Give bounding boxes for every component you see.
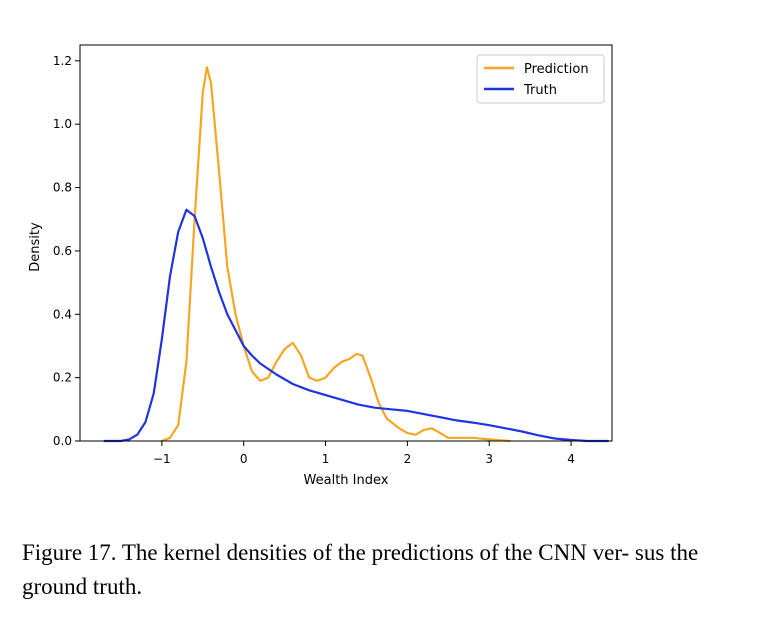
figure-caption: Figure 17. The kernel densities of the p… — [22, 540, 699, 599]
y-tick-label: 0.2 — [53, 371, 72, 385]
x-tick-label: 4 — [567, 452, 575, 466]
y-tick-label: 0.4 — [53, 307, 72, 321]
kde-chart: −1 0 1 2 3 4 0.0 0.2 0.4 0.6 0.8 1.0 1.2 Wealth Ind… — [28, 44, 613, 488]
x-axis: −1 0 1 2 3 4 — [153, 441, 575, 466]
x-axis-label: Wealth Index — [304, 473, 389, 488]
series-line-prediction — [160, 66, 511, 443]
y-tick-label: 0.8 — [53, 181, 72, 195]
x-tick-label: 1 — [322, 452, 330, 466]
axes-frame — [79, 44, 613, 442]
x-tick-label: −1 — [153, 452, 171, 466]
y-tick-label: 0.0 — [53, 434, 72, 448]
y-axis-label: Density — [28, 222, 43, 272]
legend: Prediction Truth — [476, 54, 605, 104]
y-tick-label: 1.2 — [53, 54, 72, 68]
legend-label-truth: Truth — [523, 83, 557, 98]
y-tick-label: 1.0 — [53, 117, 72, 131]
y-tick-label: 0.6 — [53, 244, 72, 258]
y-axis: 0.0 0.2 0.4 0.6 0.8 1.0 1.2 — [53, 54, 80, 448]
x-tick-label: 2 — [404, 452, 412, 466]
series-line-truth — [103, 208, 609, 443]
x-tick-label: 0 — [240, 452, 248, 466]
legend-label-prediction: Prediction — [524, 62, 589, 77]
x-tick-label: 3 — [485, 452, 493, 466]
plot-area — [79, 44, 613, 443]
